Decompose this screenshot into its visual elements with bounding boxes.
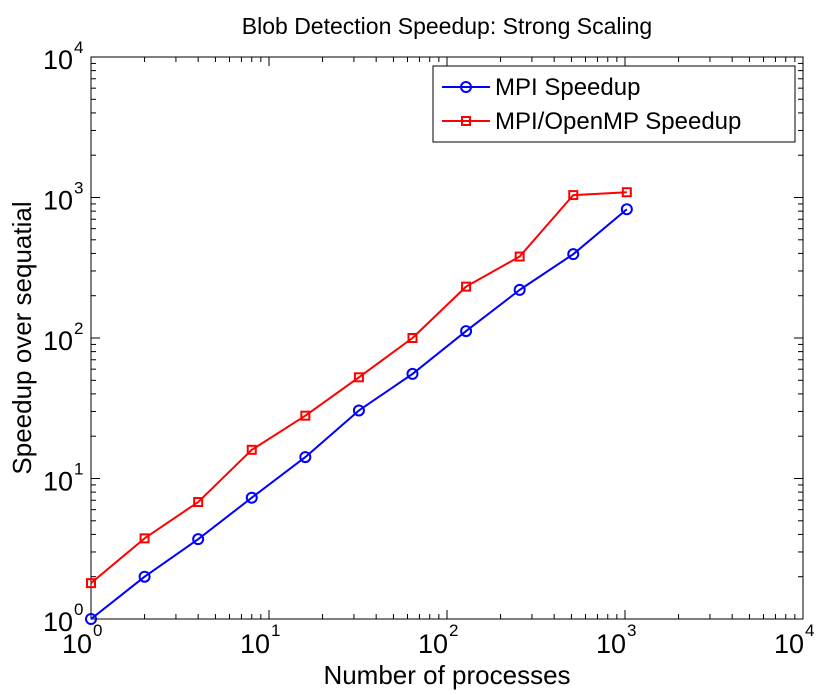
y-tick-label: 10 2 <box>43 319 84 356</box>
legend-entry-1: MPI Speedup <box>442 74 640 101</box>
svg-text:0: 0 <box>93 621 102 640</box>
svg-text:4: 4 <box>805 621 814 640</box>
series-line <box>90 191 627 584</box>
data-point <box>513 283 526 296</box>
svg-text:10: 10 <box>596 629 626 659</box>
data-point <box>138 570 151 583</box>
legend-box <box>432 65 796 143</box>
data-point <box>567 248 580 261</box>
series-1 <box>85 203 633 625</box>
data-point <box>245 491 258 504</box>
data-point <box>193 497 204 508</box>
y-axis-label: Speedup over sequatial <box>7 201 37 474</box>
svg-text:1: 1 <box>74 460 83 479</box>
x-axis-label: Number of processes <box>323 660 570 690</box>
data-point <box>460 325 473 338</box>
data-point <box>406 367 419 380</box>
series-line <box>90 208 628 620</box>
svg-text:2: 2 <box>449 621 458 640</box>
svg-text:10: 10 <box>43 607 73 637</box>
data-point <box>353 372 364 383</box>
chart-title: Blob Detection Speedup: Strong Scaling <box>242 13 652 39</box>
series-layer <box>85 187 633 625</box>
svg-text:1: 1 <box>271 621 280 640</box>
svg-text:2: 2 <box>74 319 83 338</box>
y-tick-label: 10 3 <box>43 179 84 216</box>
x-tick-label: 10 2 <box>418 621 459 659</box>
x-tick-label: 10 3 <box>596 621 637 659</box>
data-point <box>514 251 525 262</box>
x-tick-label: 10 0 <box>62 621 103 659</box>
data-point <box>568 190 579 201</box>
svg-text:10: 10 <box>43 186 73 216</box>
series-2 <box>86 187 632 589</box>
legend-label: MPI Speedup <box>495 74 640 101</box>
data-point <box>407 333 418 343</box>
plot-area <box>85 56 804 625</box>
data-point <box>86 578 96 589</box>
svg-text:10: 10 <box>62 629 92 659</box>
data-point <box>299 451 312 464</box>
y-tick-label: 10 1 <box>43 460 84 497</box>
data-point <box>139 533 150 544</box>
legend-label: MPI/OpenMP Speedup <box>495 108 741 135</box>
svg-text:10: 10 <box>418 629 448 659</box>
legend-marker <box>461 116 471 126</box>
data-point <box>300 410 311 421</box>
svg-text:0: 0 <box>74 600 83 619</box>
data-point <box>192 533 205 546</box>
data-point <box>246 444 257 455</box>
axis-ticks <box>91 57 803 619</box>
x-tick-label: 10 1 <box>240 621 281 659</box>
x-axis-tick-labels: 10 0 10 1 10 2 10 3 10 4 <box>62 621 815 659</box>
svg-text:3: 3 <box>627 621 636 640</box>
data-point <box>620 203 633 216</box>
data-point <box>461 281 472 292</box>
svg-text:10: 10 <box>43 467 73 497</box>
legend-entry-2: MPI/OpenMP Speedup <box>442 108 741 135</box>
data-point <box>85 613 97 625</box>
legend: MPI Speedup MPI/OpenMP Speedup <box>432 65 796 143</box>
y-tick-label: 10 0 <box>43 600 84 637</box>
svg-text:3: 3 <box>74 179 83 198</box>
y-tick-label: 10 4 <box>43 38 84 75</box>
svg-text:10: 10 <box>240 629 270 659</box>
data-point <box>352 404 365 417</box>
svg-text:10: 10 <box>43 326 73 356</box>
x-tick-label: 10 4 <box>774 621 815 659</box>
plot-frame <box>90 56 804 620</box>
svg-text:10: 10 <box>774 629 804 659</box>
svg-text:4: 4 <box>74 38 83 57</box>
svg-text:10: 10 <box>43 45 73 75</box>
data-point <box>621 187 632 198</box>
legend-marker <box>460 81 472 93</box>
